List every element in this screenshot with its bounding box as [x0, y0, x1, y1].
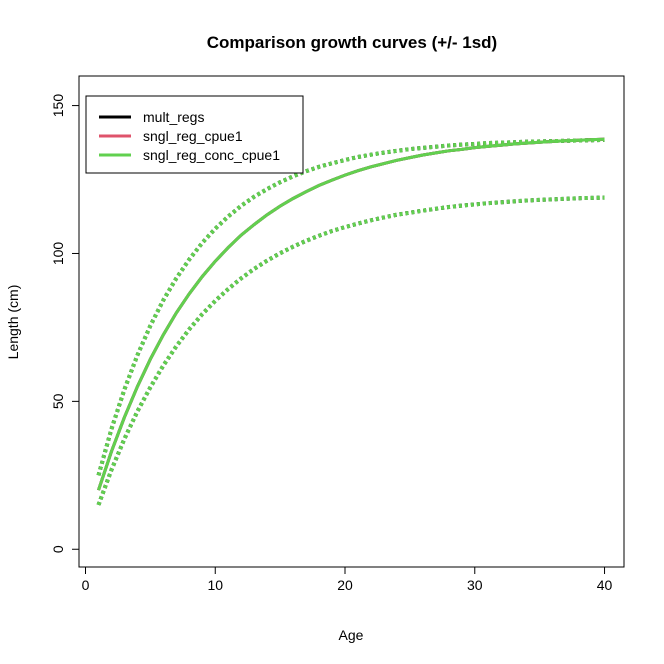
series-sngl-reg-conc-cpue1-lower-line [96, 195, 605, 506]
y-tick-label: 100 [50, 242, 66, 266]
chart-title: Comparison growth curves (+/- 1sd) [207, 33, 497, 52]
x-tick-label: 40 [597, 577, 613, 593]
series-mult-regs-lower-line [96, 195, 605, 506]
x-tick-label: 10 [207, 577, 223, 593]
plot-frame [78, 75, 625, 568]
y-tick-label: 50 [50, 393, 66, 409]
legend: mult_regs sngl_reg_cpue1 sngl_reg_conc_cpu… [85, 95, 304, 174]
legend-label: sngl_reg_conc_cpue1 [143, 147, 280, 163]
x-axis-label: Age [339, 627, 364, 643]
y-axis-label: Length (cm) [5, 285, 21, 360]
legend-label: sngl_reg_cpue1 [143, 128, 243, 144]
y-tick-label: 0 [50, 545, 66, 553]
x-tick-label: 0 [82, 577, 90, 593]
y-tick-label: 150 [50, 94, 66, 118]
y-axis: 0 50 100 150 [50, 94, 79, 553]
series-sngl-reg-conc-cpue1-mean-line [97, 137, 605, 491]
x-tick-label: 30 [467, 577, 483, 593]
series-layer [96, 137, 605, 506]
series-sngl-reg-conc-cpue1-upper-line [96, 137, 605, 476]
series-mult-regs-upper-line [96, 137, 605, 476]
x-axis: 0 10 20 30 40 [82, 567, 613, 593]
legend-label: mult_regs [143, 109, 204, 125]
x-tick-label: 20 [337, 577, 353, 593]
